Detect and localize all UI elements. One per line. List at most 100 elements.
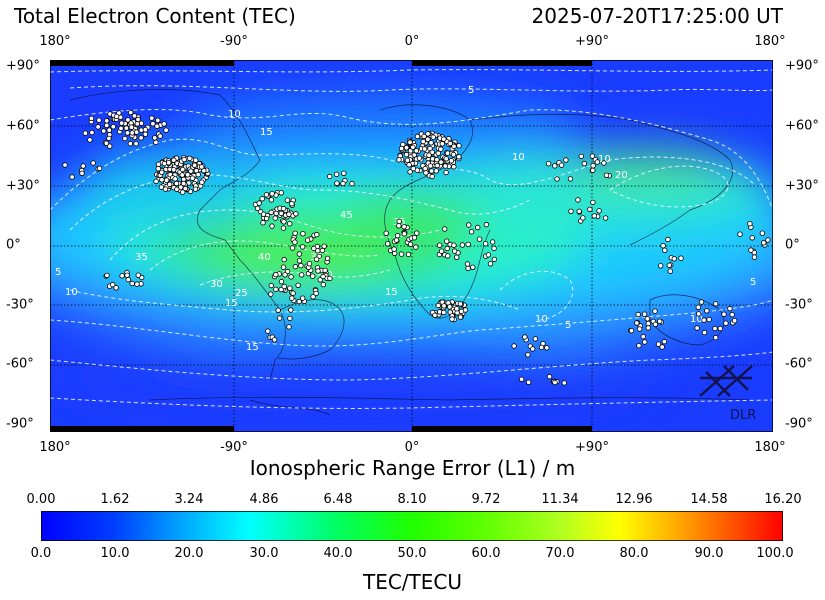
lat-tick-right-30s: -30° <box>785 297 813 313</box>
station-marker <box>119 273 125 279</box>
station-marker <box>436 242 443 248</box>
station-marker <box>166 181 173 188</box>
station-marker <box>280 205 287 212</box>
station-marker <box>95 124 101 130</box>
station-marker <box>148 115 155 121</box>
station-marker <box>268 197 275 203</box>
station-marker <box>662 247 668 253</box>
station-marker <box>135 116 141 123</box>
station-marker <box>396 218 402 225</box>
station-marker <box>522 334 528 340</box>
station-marker <box>404 157 411 163</box>
station-marker <box>454 305 460 312</box>
contour-label: 30 <box>210 279 223 290</box>
station-marker <box>701 329 708 336</box>
station-marker <box>334 180 340 186</box>
station-marker <box>749 235 755 241</box>
station-marker <box>594 159 600 165</box>
station-marker <box>434 162 440 169</box>
dlr-logo-text: DLR <box>730 408 756 423</box>
station-marker <box>161 121 167 127</box>
station-marker <box>254 205 261 212</box>
station-marker <box>636 326 643 332</box>
station-marker <box>563 157 569 163</box>
station-marker <box>447 140 453 147</box>
station-marker <box>671 256 677 262</box>
station-marker <box>142 126 149 133</box>
station-marker <box>456 154 462 160</box>
station-marker <box>138 135 144 141</box>
station-marker <box>191 162 198 168</box>
station-marker <box>293 211 299 217</box>
station-marker <box>457 301 464 307</box>
station-marker <box>449 316 455 322</box>
station-marker <box>442 163 448 169</box>
station-marker <box>406 162 412 168</box>
station-marker <box>751 254 758 260</box>
map-title: Total Electron Content (TEC) <box>14 4 296 28</box>
contour-label: 5 <box>468 85 474 96</box>
station-marker <box>444 238 450 244</box>
station-marker <box>383 230 389 236</box>
station-marker <box>393 237 400 243</box>
station-marker <box>655 341 662 347</box>
station-marker <box>641 311 648 317</box>
range-error-tick: 1.62 <box>100 492 130 507</box>
station-marker <box>314 231 320 238</box>
lon-tick-bottom-0: 0° <box>404 440 420 455</box>
station-marker <box>698 299 705 305</box>
contour-label: 45 <box>340 210 353 221</box>
station-marker <box>278 210 284 217</box>
contour-label: 10 <box>690 314 703 325</box>
station-marker <box>150 121 156 127</box>
station-marker <box>428 168 435 174</box>
station-marker <box>451 248 458 254</box>
range-error-tick: 6.48 <box>323 492 353 507</box>
station-marker <box>457 314 464 320</box>
station-marker <box>717 325 723 332</box>
station-marker <box>511 343 517 349</box>
station-marker <box>288 274 294 280</box>
station-marker <box>341 170 347 176</box>
station-marker <box>694 325 700 331</box>
contour-label: 35 <box>135 252 148 263</box>
tec-tick: 10.0 <box>100 546 130 561</box>
lon-tick-bottom-90e: +90° <box>575 440 609 455</box>
station-marker <box>591 213 597 219</box>
station-marker <box>435 302 441 309</box>
station-marker <box>320 273 326 280</box>
station-marker <box>286 220 293 227</box>
station-marker <box>322 267 328 274</box>
station-marker <box>729 311 735 318</box>
tec-tick: 70.0 <box>545 546 575 561</box>
station-marker <box>289 245 296 251</box>
station-marker <box>315 247 321 254</box>
station-marker <box>442 226 448 232</box>
station-marker <box>187 155 193 162</box>
station-marker <box>173 180 180 187</box>
station-marker <box>103 140 110 146</box>
station-marker <box>459 242 466 248</box>
station-marker <box>475 224 481 231</box>
station-marker <box>652 321 659 327</box>
station-marker <box>413 148 420 154</box>
station-marker <box>96 117 102 123</box>
station-marker <box>590 167 596 174</box>
station-marker <box>628 328 635 334</box>
station-marker <box>525 379 532 385</box>
station-marker <box>429 173 435 180</box>
station-marker <box>696 311 702 317</box>
range-error-tick: 14.58 <box>690 492 728 507</box>
range-error-tick: 0.00 <box>26 492 56 507</box>
station-marker <box>443 156 449 162</box>
station-marker <box>269 223 275 229</box>
station-marker <box>748 247 754 253</box>
station-marker <box>163 127 169 133</box>
station-marker <box>451 242 457 248</box>
station-marker <box>470 264 476 270</box>
station-marker <box>271 337 278 343</box>
station-marker <box>153 178 159 185</box>
station-marker <box>433 168 439 174</box>
lat-tick-left-60s: -60° <box>6 356 34 372</box>
station-marker <box>155 117 161 123</box>
